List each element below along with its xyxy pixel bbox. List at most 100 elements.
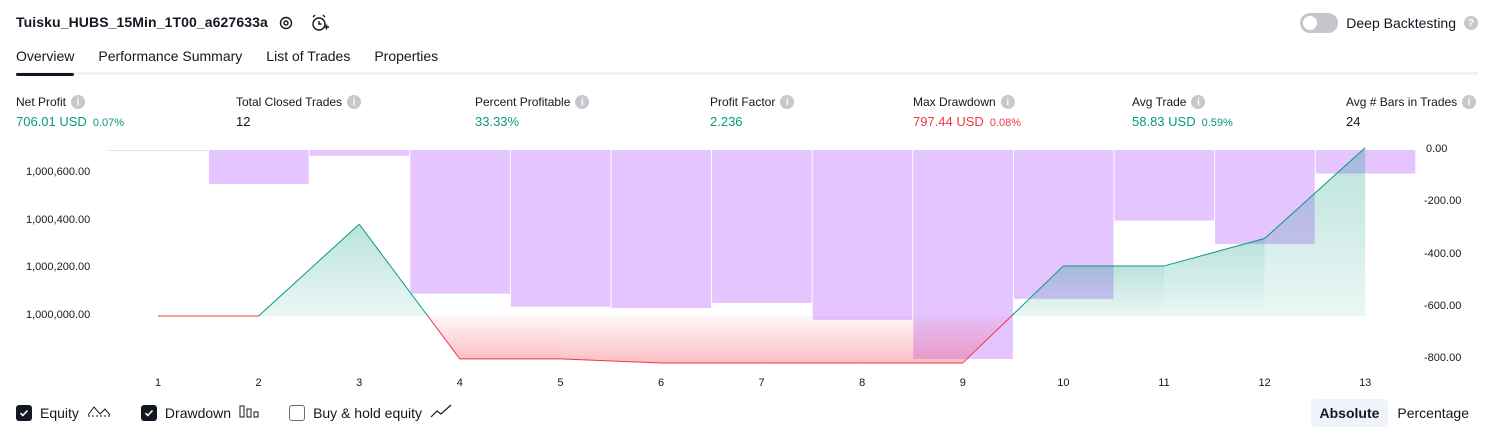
stat-percent: 0.59%: [1201, 117, 1233, 129]
legend-equity[interactable]: Equity: [16, 404, 111, 421]
equity-loss-area: [560, 316, 661, 363]
x-axis-tick-label: 9: [959, 377, 966, 389]
equity-line-segment: [1163, 238, 1265, 267]
equity-line-segment: [358, 223, 429, 317]
drawdown-bar: [309, 150, 410, 156]
stat-net-profit: Net Profit i 706.01 USD 0.07%: [16, 94, 124, 129]
deep-backtesting-toggle[interactable]: [1300, 13, 1339, 33]
equity-line-segment: [258, 223, 360, 317]
legend-drawdown[interactable]: Drawdown: [140, 404, 259, 421]
stat-profit-factor: Profit Factor i 2.236: [710, 94, 795, 129]
equity-line-icon: [87, 404, 111, 421]
stat-value: 2.236: [710, 114, 743, 129]
info-icon[interactable]: i: [347, 95, 362, 109]
info-icon[interactable]: i: [1462, 95, 1477, 109]
drawdown-bar: [209, 150, 309, 184]
chart-legend: Equity Drawdown Buy & hold equity: [16, 404, 482, 421]
stat-label: Net Profit: [16, 95, 67, 109]
drawdown-checkbox[interactable]: [140, 404, 157, 421]
x-axis-tick-label: 4: [456, 377, 463, 389]
stat-value: 12: [236, 114, 251, 129]
stat-total-closed-trades: Total Closed Trades i 12: [236, 94, 362, 129]
x-axis-tick-label: 7: [758, 377, 765, 389]
equity-line-segment: [1011, 265, 1064, 317]
tab-overview[interactable]: Overview: [16, 48, 75, 76]
stat-label: Max Drawdown: [913, 95, 996, 109]
equity-loss-area: [761, 316, 863, 363]
buy-hold-checkbox[interactable]: [289, 404, 306, 421]
legend-drawdown-label: Drawdown: [164, 404, 232, 421]
tabs-divider: [16, 72, 1478, 75]
x-axis-tick-label: 3: [356, 377, 363, 389]
x-axis-tick-label: 6: [657, 377, 665, 389]
x-axis-tick-label: 5: [557, 377, 564, 389]
stat-value: 797.44 USD: [913, 114, 984, 129]
x-axis-tick-label: 13: [1359, 377, 1372, 389]
info-icon[interactable]: i: [71, 95, 86, 109]
right-axis-tick-label: -800.00: [1424, 352, 1462, 364]
drawdown-bar: [108, 150, 209, 151]
stat-percent: 0.07%: [92, 117, 125, 129]
drawdown-bar: [1315, 150, 1416, 174]
right-axis-tick-label: -200.00: [1424, 195, 1462, 208]
x-axis-tick-label: 2: [255, 377, 262, 389]
info-icon[interactable]: i: [780, 95, 795, 109]
scale-toggle: Absolute Percentage: [1310, 399, 1479, 427]
x-axis-tick-label: 11: [1158, 377, 1170, 389]
x-axis-tick-label: 10: [1057, 377, 1070, 389]
stat-label: Avg Trade: [1132, 95, 1187, 109]
equity-profit-area: [1164, 238, 1265, 316]
percentage-button[interactable]: Percentage: [1397, 405, 1469, 421]
buy-hold-line-icon: [430, 404, 452, 421]
tab-performance-summary[interactable]: Performance Summary: [98, 48, 243, 64]
tab-properties[interactable]: Properties: [374, 48, 439, 64]
right-axis-tick-label: -600.00: [1424, 299, 1462, 312]
equity-loss-area: [862, 316, 963, 363]
deep-backtesting: Deep Backtesting ?: [1300, 13, 1478, 33]
tab-list-of-trades[interactable]: List of Trades: [266, 48, 351, 64]
absolute-button[interactable]: Absolute: [1310, 399, 1389, 427]
strategy-title: Tuisku_HUBS_15Min_1T00_a627633a: [16, 14, 268, 30]
stat-label: Total Closed Trades: [236, 95, 343, 109]
equity-profit-area: [1264, 147, 1366, 316]
equity-profit-area: [1063, 265, 1164, 316]
info-icon[interactable]: i: [1000, 95, 1015, 109]
stat-percent-profitable: Percent Profitable i 33.33%: [475, 94, 590, 129]
gear-icon[interactable]: [276, 13, 296, 33]
x-axis-tick-label: 1: [154, 377, 162, 389]
equity-loss-area: [661, 316, 762, 363]
stat-percent: 0.08%: [989, 117, 1022, 129]
equity-line-segment: [962, 315, 1012, 364]
stat-value: 24: [1346, 114, 1361, 129]
x-axis-tick-label: 12: [1258, 377, 1271, 389]
left-axis-tick-label: 1,000,600.00: [26, 166, 91, 178]
drawdown-bar: [410, 150, 510, 294]
x-axis-tick-label: 8: [859, 377, 866, 389]
stat-max-drawdown: Max Drawdown i 797.44 USD 0.08%: [913, 94, 1021, 129]
stat-avg-bars-in-trades: Avg # Bars in Trades i 24: [1346, 94, 1477, 129]
right-axis-tick-label: -400.00: [1424, 247, 1462, 260]
alarm-clock-plus-icon[interactable]: [310, 13, 330, 33]
legend-buy-hold[interactable]: Buy & hold equity: [289, 404, 452, 421]
stat-value: 33.33%: [475, 114, 520, 129]
left-axis-tick-label: 1,000,200.00: [26, 261, 91, 274]
equity-loss-area: [459, 316, 561, 359]
info-icon[interactable]: i: [1191, 95, 1206, 109]
help-icon[interactable]: ?: [1464, 16, 1478, 30]
info-icon[interactable]: i: [575, 95, 590, 109]
equity-checkbox[interactable]: [16, 404, 32, 421]
stat-value: 58.83 USD: [1132, 114, 1196, 129]
drawdown-bar: [1114, 150, 1215, 221]
drawdown-bars-icon: [239, 404, 259, 421]
drawdown-bar: [611, 150, 712, 309]
stat-value: 706.01 USD: [16, 114, 87, 129]
deep-backtesting-label: Deep Backtesting: [1346, 15, 1456, 31]
stat-label: Percent Profitable: [475, 95, 571, 109]
legend-buy-hold-label: Buy & hold equity: [313, 404, 423, 421]
equity-line-segment: [427, 315, 461, 360]
stat-label: Avg # Bars in Trades: [1346, 95, 1458, 109]
equity-line-segment: [560, 358, 662, 364]
drawdown-bar: [712, 150, 812, 303]
drawdown-bar: [510, 150, 611, 307]
